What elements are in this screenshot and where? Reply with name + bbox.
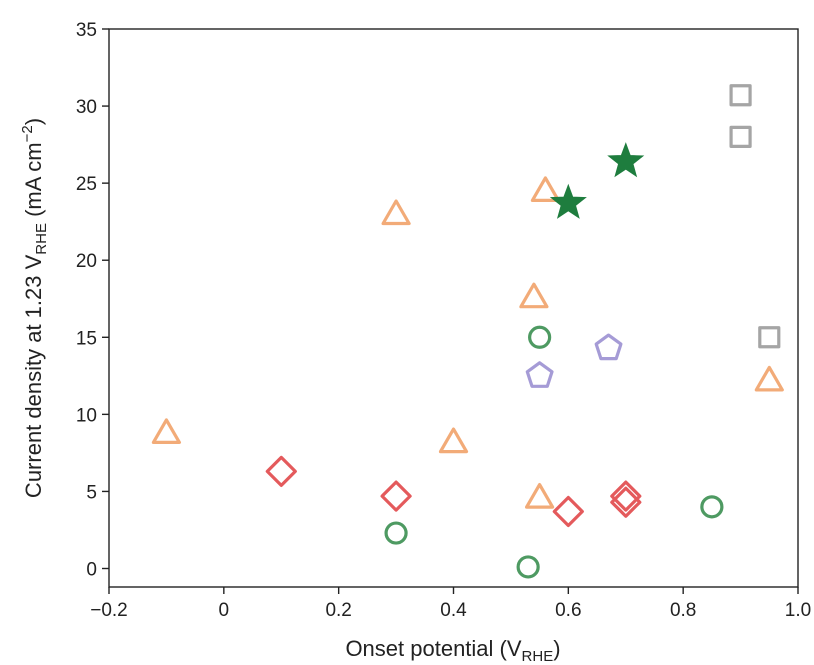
plot-frame [108, 28, 799, 588]
data-point-circle [384, 521, 408, 545]
data-point-circle [516, 555, 540, 579]
data-point-star [607, 142, 645, 178]
data-point-diamond [265, 455, 297, 487]
data-point-triangle [530, 176, 561, 202]
x-tick-label: 0 [219, 600, 230, 621]
data-point-square [758, 326, 781, 349]
y-tick-label: 5 [86, 482, 97, 503]
data-point-pentagon [594, 333, 623, 361]
data-point-star [549, 183, 587, 219]
y-tick-label: 35 [76, 20, 97, 41]
data-point-triangle [524, 483, 555, 509]
data-point-diamond [610, 480, 642, 512]
x-tick-label: 0.6 [555, 600, 581, 621]
data-point-square [729, 125, 752, 149]
y-tick-label: 25 [76, 174, 97, 195]
data-point-triangle [151, 418, 181, 444]
data-point-triangle [519, 282, 549, 309]
x-tick-label: −0.2 [90, 600, 128, 621]
data-point-triangle [381, 199, 411, 226]
y-tick-label: 30 [76, 97, 97, 118]
data-point-triangle [438, 427, 469, 454]
y-axis-label: Current density at 1.23 VRHE (mA cm−2) [19, 118, 50, 498]
x-tick-label: 1.0 [785, 600, 811, 621]
x-tick-label: 0.4 [440, 600, 467, 621]
y-tick-label: 15 [76, 328, 97, 349]
y-tick-label: 20 [76, 251, 97, 272]
data-point-square [729, 84, 752, 107]
data-markers [151, 84, 784, 579]
data-point-circle [700, 495, 724, 519]
data-point-diamond [552, 495, 584, 528]
y-tick-label: 10 [76, 405, 97, 426]
x-tick-label: 0.8 [670, 600, 696, 621]
data-point-pentagon [525, 361, 554, 388]
y-tick-label: 0 [86, 560, 97, 581]
data-point-circle [528, 325, 552, 349]
data-point-diamond [610, 486, 642, 518]
data-point-diamond [380, 480, 412, 512]
axis-ticks: −0.2 0 0.2 0.4 0.6 0.8 1.0 0 5 10 15 20 25 30 35 [76, 20, 811, 621]
data-point-triangle [754, 365, 784, 392]
x-axis-label: Onset potential (VRHE) [345, 636, 560, 665]
x-tick-label: 0.2 [325, 600, 351, 621]
